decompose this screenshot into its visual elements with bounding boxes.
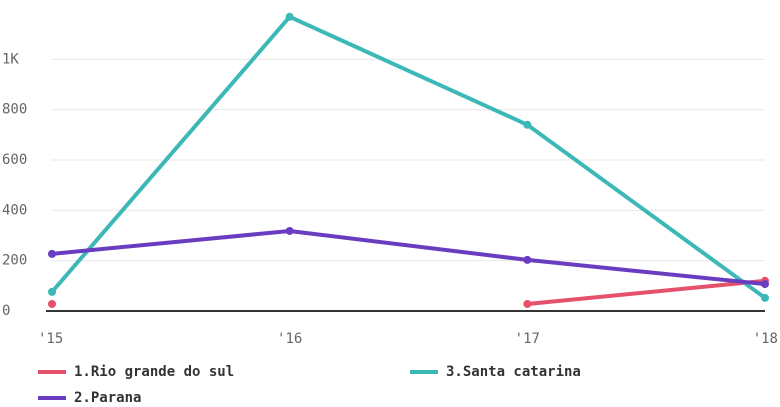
point	[48, 299, 56, 308]
point	[48, 287, 56, 296]
legend-label: 1.Rio grande do sul	[74, 364, 234, 380]
point	[523, 299, 532, 308]
series-line	[527, 278, 766, 306]
x-tick-label: '17	[515, 331, 540, 347]
series-line	[51, 228, 766, 287]
legend-label: 2.Parana	[74, 390, 141, 406]
y-tick-label: 600	[2, 152, 27, 168]
point	[285, 12, 294, 21]
x-tick-label: '15	[38, 331, 63, 347]
series-line	[50, 14, 767, 300]
x-tick-label: '16	[277, 331, 302, 347]
point	[48, 249, 56, 258]
point	[761, 293, 769, 302]
y-tick-label: 0	[2, 303, 10, 319]
point	[523, 120, 532, 129]
y-tick-label: 800	[2, 102, 27, 118]
y-tick-label: 1K	[2, 51, 19, 67]
y-tick-label: 400	[2, 202, 27, 218]
legend-label: 3.Santa catarina	[446, 364, 581, 380]
y-tick-label: 200	[2, 253, 27, 269]
point	[761, 280, 769, 289]
point	[285, 226, 294, 235]
x-tick-label: '18	[753, 331, 778, 347]
point	[523, 255, 532, 264]
